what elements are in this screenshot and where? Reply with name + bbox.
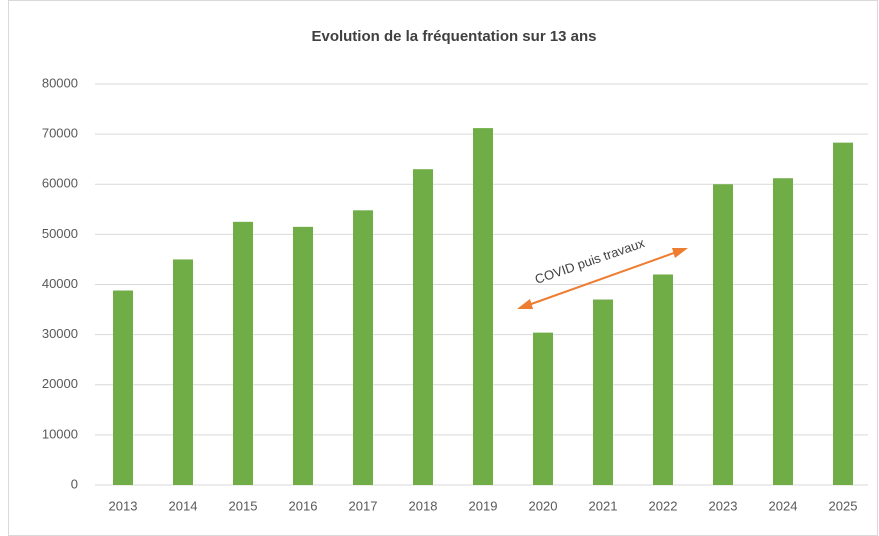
bar (593, 299, 613, 485)
bar (773, 178, 793, 486)
bar (713, 184, 733, 485)
x-tick-label: 2015 (229, 498, 258, 513)
x-tick-label: 2020 (529, 498, 558, 513)
x-tick-label: 2014 (169, 498, 198, 513)
bar (413, 169, 433, 485)
y-tick-label: 60000 (42, 176, 78, 191)
arrow-head (672, 248, 688, 258)
bar (293, 226, 313, 485)
annotation-arrow (519, 248, 686, 309)
x-tick-label: 2021 (589, 498, 618, 513)
x-tick-label: 2019 (469, 498, 498, 513)
arrow-head (517, 299, 533, 309)
y-tick-label: 30000 (42, 326, 78, 341)
y-tick-label: 10000 (42, 426, 78, 441)
x-tick-label: 2013 (109, 498, 138, 513)
bar (113, 290, 133, 485)
x-tick-label: 2024 (769, 498, 798, 513)
chart-title: Evolution de la fréquentation sur 13 ans (311, 28, 596, 45)
bar (473, 128, 493, 486)
x-tick-label: 2017 (349, 498, 378, 513)
x-tick-label: 2022 (649, 498, 678, 513)
x-tick-label: 2025 (829, 498, 858, 513)
y-tick-label: 20000 (42, 376, 78, 391)
y-tick-label: 80000 (42, 75, 78, 90)
x-tick-label: 2023 (709, 498, 738, 513)
y-tick-label: 40000 (42, 276, 78, 291)
bar (533, 332, 553, 485)
bar (353, 210, 373, 485)
chart-frame (8, 0, 878, 536)
y-tick-label: 0 (71, 476, 78, 491)
y-tick-label: 50000 (42, 226, 78, 241)
y-tick-label: 70000 (42, 126, 78, 141)
bar (653, 274, 673, 485)
bar (833, 142, 853, 486)
bar (233, 221, 253, 485)
x-tick-label: 2018 (409, 498, 438, 513)
bar (173, 259, 193, 485)
x-tick-label: 2016 (289, 498, 318, 513)
